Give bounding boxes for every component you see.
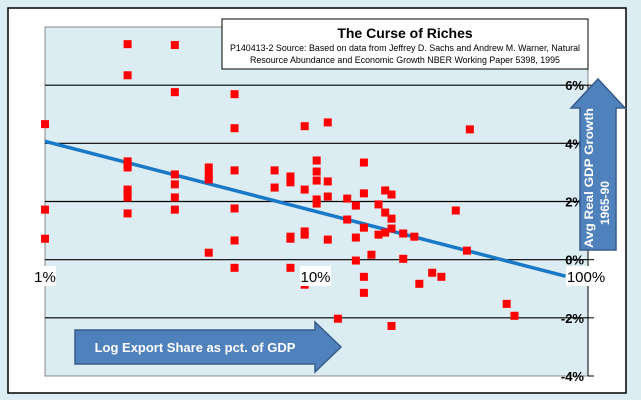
y-axis-label-arrow: Avg Real GDP Growth 1965-90 <box>569 77 627 251</box>
y-tick-label: -2% <box>561 311 585 326</box>
chart-title: The Curse of Riches <box>337 25 473 41</box>
y-axis-label-period: 1965-90 <box>598 181 612 225</box>
data-point <box>387 224 396 233</box>
data-point <box>359 272 368 281</box>
data-point <box>312 176 321 185</box>
x-axis-label: Log Export Share as pct. of GDP <box>95 340 296 355</box>
data-point <box>270 166 279 175</box>
data-point <box>312 195 321 204</box>
data-point <box>123 209 132 218</box>
data-point <box>359 223 368 232</box>
data-point <box>428 268 437 277</box>
trend-line <box>44 139 566 278</box>
data-point <box>204 163 213 172</box>
data-point <box>381 208 390 217</box>
data-point <box>415 279 424 288</box>
data-point <box>286 263 295 272</box>
data-point <box>204 171 213 180</box>
data-point <box>286 234 295 243</box>
data-point <box>359 189 368 198</box>
data-point <box>387 214 396 223</box>
data-point <box>230 236 239 245</box>
data-point <box>399 254 408 263</box>
data-point <box>170 170 179 179</box>
title-box: The Curse of Riches P140413-2 Source: Ba… <box>221 18 589 70</box>
x-tick-label: 1% <box>34 269 56 286</box>
data-point <box>41 234 49 243</box>
data-point <box>312 167 321 176</box>
data-point <box>437 272 446 281</box>
data-point <box>351 256 360 265</box>
data-point <box>465 125 474 134</box>
data-point <box>300 185 309 194</box>
x-tick-label: 10% <box>300 269 330 286</box>
data-point <box>343 194 352 203</box>
data-point <box>170 88 179 97</box>
data-point <box>123 189 132 198</box>
data-point <box>351 233 360 242</box>
data-point <box>123 163 132 172</box>
data-point <box>286 172 295 181</box>
data-point <box>170 180 179 189</box>
data-point <box>399 229 408 238</box>
data-point <box>300 230 309 239</box>
data-point <box>123 40 132 49</box>
data-point <box>230 263 239 272</box>
data-point <box>41 205 49 214</box>
data-point <box>510 311 519 320</box>
data-point <box>374 200 383 209</box>
data-point <box>343 215 352 224</box>
data-point <box>204 175 213 184</box>
data-point <box>333 314 342 323</box>
chart-subtitle-line-1: P140413-2 Source: Based on data from Jef… <box>230 43 580 53</box>
data-point <box>359 288 368 297</box>
x-axis: 1% 10% 100% <box>34 266 606 286</box>
data-point <box>286 178 295 187</box>
x-tick-label-bg <box>300 266 331 286</box>
data-point <box>323 177 332 186</box>
data-point <box>502 299 511 308</box>
data-point <box>312 199 321 208</box>
data-point <box>170 205 179 214</box>
data-point <box>204 248 213 257</box>
data-point <box>351 201 360 210</box>
x-axis-label-arrow: Log Export Share as pct. of GDP <box>74 320 343 374</box>
data-point <box>451 206 460 215</box>
data-point <box>300 122 309 131</box>
x-tick-label: 100% <box>567 269 605 286</box>
data-point <box>323 192 332 201</box>
data-point <box>312 156 321 165</box>
data-point <box>323 118 332 127</box>
y-tick-label: -4% <box>561 369 585 384</box>
data-point <box>323 235 332 244</box>
data-point <box>230 166 239 175</box>
data-point <box>387 190 396 199</box>
data-point <box>123 193 132 202</box>
y-tick-label: 0% <box>565 253 584 268</box>
data-point <box>381 186 390 195</box>
y-axis-label: Avg Real GDP Growth <box>582 108 596 248</box>
x-tick-label-bg <box>34 266 56 286</box>
chart-subtitle-line-2: Resource Abundance and Economic Growth N… <box>250 55 560 65</box>
data-point <box>387 321 396 330</box>
data-point <box>270 183 279 192</box>
data-point <box>367 250 376 259</box>
data-point <box>359 158 368 167</box>
y-tick-label: 6% <box>565 78 584 93</box>
data-point <box>230 124 239 133</box>
data-point <box>462 246 471 255</box>
data-point <box>41 120 49 129</box>
data-point <box>381 228 390 237</box>
data-point <box>374 230 383 239</box>
data-point <box>170 41 179 50</box>
x-tick-label-bg <box>566 266 606 286</box>
data-point <box>410 232 419 241</box>
data-point <box>123 71 132 80</box>
data-point <box>230 204 239 213</box>
data-point <box>230 90 239 99</box>
data-point <box>170 193 179 202</box>
